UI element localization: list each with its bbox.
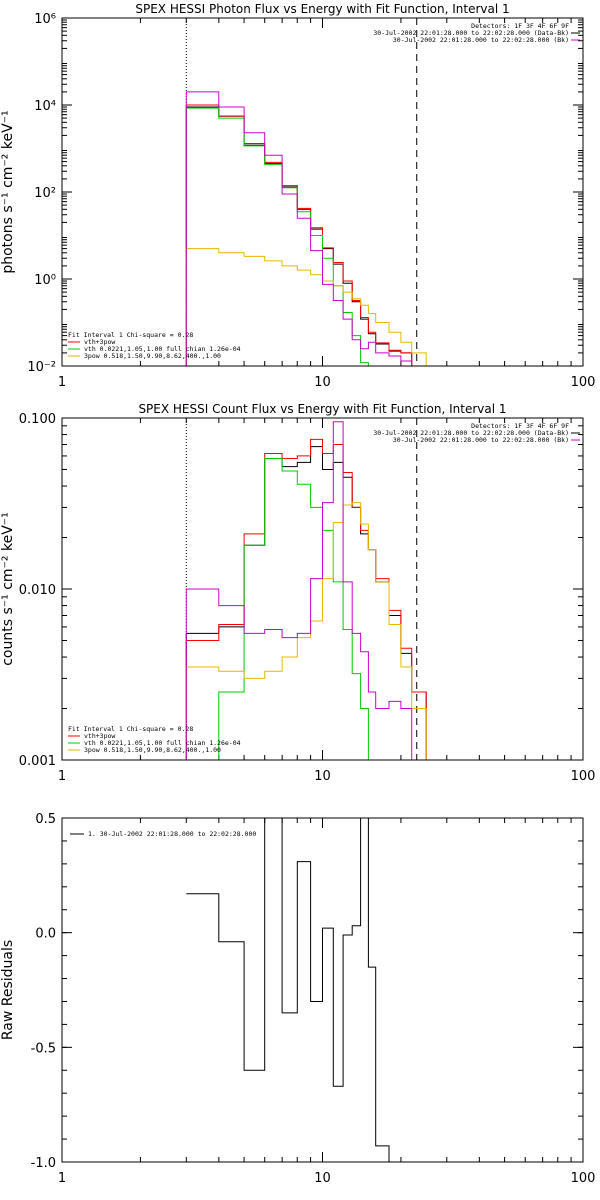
y-tick-label: 0.100 bbox=[19, 412, 56, 427]
legend-entry: vth 0.0221,1.05,1.00 full chian 1.26e-04 bbox=[84, 345, 241, 353]
y-axis-label: Raw Residuals bbox=[0, 940, 16, 1040]
series-line-2 bbox=[185, 104, 413, 366]
x-tick-label: 10 bbox=[314, 769, 331, 784]
legend-entry: 1. 30-Jul-2002 22:01:28.000 to 22:02:28.… bbox=[88, 830, 256, 838]
header-text: Detectors: 1F 3F 4F 6F 9F bbox=[471, 22, 569, 30]
x-tick-label: 100 bbox=[571, 769, 596, 784]
x-tick-label: 100 bbox=[571, 1171, 596, 1186]
series-line-3 bbox=[185, 107, 377, 366]
legend-entry: vth+3pow bbox=[84, 732, 115, 740]
header-text: 30-Jul-2002 22:01:28.000 to 22:02:28.000… bbox=[393, 436, 569, 444]
series-line-1 bbox=[185, 446, 427, 760]
y-tick-label: 10⁻² bbox=[27, 360, 56, 375]
y-tick-label: 10² bbox=[34, 186, 56, 201]
plot-frame bbox=[61, 17, 584, 367]
x-tick-label: 10 bbox=[314, 375, 331, 390]
legend-entry: 3pow 0.518,1.50,9.90,8.62,400.,1.00 bbox=[84, 746, 221, 754]
y-tick-label: 0.5 bbox=[35, 812, 56, 827]
legend: Fit Interval 1 Chi-square = 0.28vth+3pow… bbox=[68, 725, 241, 754]
chart-panel-2: SPEX HESSI Count Flux vs Energy with Fit… bbox=[0, 402, 595, 784]
x-tick-label: 100 bbox=[571, 375, 596, 390]
header-text: 30-Jul-2002 22:01:28.000 to 22:02:28.000… bbox=[393, 36, 569, 44]
x-tick-label: 1 bbox=[58, 1171, 66, 1186]
x-tick-label: 1 bbox=[58, 769, 66, 784]
series-group bbox=[186, 818, 390, 1162]
chart-panel-1: SPEX HESSI Photon Flux vs Energy with Fi… bbox=[0, 2, 595, 390]
series-line-4 bbox=[185, 248, 427, 366]
y-tick-label: 10⁴ bbox=[34, 99, 56, 114]
x-tick-label: 10 bbox=[314, 1171, 331, 1186]
series-group bbox=[185, 91, 427, 366]
y-axis-label: counts s⁻¹ cm⁻² keV⁻¹ bbox=[0, 512, 16, 666]
chart-title: SPEX HESSI Count Flux vs Energy with Fit… bbox=[138, 402, 506, 416]
legend-entry: vth 0.0221,1.05,1.00 full chian 1.26e-04 bbox=[84, 739, 241, 747]
series-line-2 bbox=[185, 438, 427, 760]
plot-frame bbox=[61, 417, 584, 761]
header-text: 30-Jul-2002 22:01:28.000 to 22:02:28.000… bbox=[373, 29, 569, 37]
legend: Fit Interval 1 Chi-square = 0.28vth+3pow… bbox=[68, 331, 241, 360]
series-line-4 bbox=[185, 502, 439, 760]
series-line-1 bbox=[185, 106, 413, 366]
x-tick-label: 1 bbox=[58, 375, 66, 390]
legend-entry: 3pow 0.518,1.50,9.90,8.62,400.,1.00 bbox=[84, 352, 221, 360]
series-line-3 bbox=[186, 458, 376, 760]
y-tick-label: 0.010 bbox=[19, 583, 56, 598]
chart-panel-3: Raw Residuals 1 10 100 -1.0 -0.5 0.0 0.5 1. 30-J… bbox=[0, 812, 595, 1186]
legend-entry: Fit Interval 1 Chi-square = 0.28 bbox=[68, 725, 193, 733]
series-line-1 bbox=[186, 818, 390, 1162]
y-tick-label: 10⁶ bbox=[34, 12, 56, 27]
legend: 1. 30-Jul-2002 22:01:28.000 to 22:02:28.… bbox=[70, 830, 256, 838]
y-tick-label: -0.5 bbox=[31, 1041, 56, 1056]
y-tick-label: -1.0 bbox=[31, 1156, 56, 1171]
y-axis-label: photons s⁻¹ cm⁻² keV⁻¹ bbox=[0, 110, 16, 273]
plot-frame bbox=[61, 817, 584, 1163]
series-line-5 bbox=[185, 421, 427, 760]
legend-entry: Fit Interval 1 Chi-square = 0.28 bbox=[68, 331, 193, 339]
y-tick-label: 10⁰ bbox=[34, 273, 56, 288]
header-text: Detectors: 1F 3F 4F 6F 9F bbox=[471, 422, 569, 430]
legend-entry: vth+3pow bbox=[84, 338, 115, 346]
y-tick-label: 0.001 bbox=[19, 754, 56, 769]
y-tick-label: 0.0 bbox=[35, 927, 56, 942]
series-group bbox=[185, 421, 439, 760]
series-line-5 bbox=[185, 91, 413, 366]
header-text: 30-Jul-2002 22:01:28.000 to 22:02:28.000… bbox=[373, 429, 569, 437]
chart-title: SPEX HESSI Photon Flux vs Energy with Fi… bbox=[135, 2, 509, 16]
